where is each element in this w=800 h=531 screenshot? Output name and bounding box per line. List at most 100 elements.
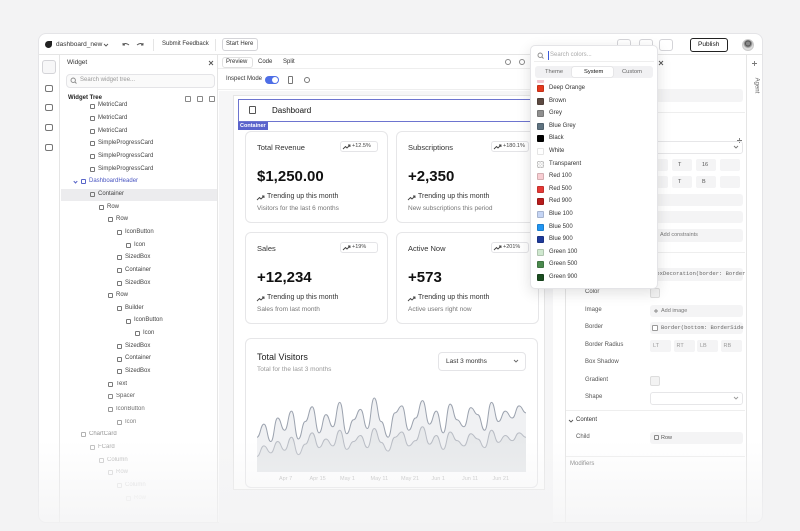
trend-icon-shape [493,144,502,150]
view-tab[interactable]: Split [283,59,295,66]
device-icon[interactable] [288,76,293,84]
card-title: Subscriptions [408,142,454,152]
tree-item[interactable]: Builder [125,304,144,311]
tree-item[interactable]: Container [125,355,152,362]
tree-item[interactable]: SizedBox [125,254,151,261]
card-note: Active users right now [408,306,472,314]
padding-box [672,159,692,171]
tree-item[interactable]: FCard [98,443,115,450]
tree-item[interactable]: SimpleProgressCard [98,165,154,172]
search-icon-shape [537,52,544,59]
metric-card [245,131,388,223]
view-tab[interactable]: Code [258,59,273,66]
project-name[interactable]: dashboard_new [56,41,103,49]
tree-item[interactable]: Row [116,469,129,476]
metric-card [396,232,539,324]
tree-item[interactable]: Text [116,380,128,387]
property-label: Image [585,307,602,314]
trend-icon [256,296,265,302]
search-icon [70,77,77,84]
tree-item[interactable]: SizedBox [125,368,151,375]
tree-search-placeholder: Search widget tree... [80,77,136,84]
toolbar-icon[interactable] [659,39,673,51]
tree-item[interactable]: Container [98,190,125,197]
tree-icon [117,369,122,375]
tree-item[interactable]: Column [107,456,128,463]
agent-label: Agent [753,77,760,94]
view-tool[interactable] [505,59,511,65]
image-field[interactable] [650,305,743,317]
trend-icon [342,245,351,251]
tree-item[interactable]: IconButton [116,406,145,412]
tree-item[interactable]: SizedBox [125,279,151,286]
select-chevron-shape [733,145,739,149]
tree-item[interactable]: Row [116,292,129,299]
publish-button[interactable] [690,38,728,52]
color-name: Green 900 [549,273,578,280]
select-chevron-shape [733,396,739,400]
tree-item[interactable]: Spacer [116,393,136,400]
decoration-value: BoxDecoration(border: Border [653,270,746,278]
settings-icon[interactable] [304,77,310,83]
avatar[interactable] [742,39,754,51]
start-button[interactable] [222,38,258,51]
tree-item[interactable]: Row [134,494,147,501]
tree-item[interactable]: Container [125,266,152,273]
tree-item[interactable]: SizedBox [125,342,151,349]
border-value: Border(bottom: BorderSide [661,323,744,331]
border-field[interactable] [650,322,743,334]
constraints-button[interactable] [650,229,743,242]
text-cursor [548,51,549,60]
tree-search[interactable] [66,74,215,88]
rail-active[interactable] [42,60,56,74]
color-swatch[interactable] [650,288,660,298]
shape-select[interactable] [650,392,743,405]
tree-item[interactable]: Icon [125,418,137,425]
trend-icon-shape [407,296,416,302]
tree-item[interactable]: Row [107,203,120,210]
tree-item[interactable]: DashboardHeader [89,178,139,185]
popup-tab[interactable]: System [584,68,604,75]
tree-item[interactable]: MetricCard [98,127,128,134]
tree-item[interactable]: Row [116,216,129,223]
tree-tool[interactable] [185,96,191,102]
color-name: Red 500 [549,185,572,192]
card-title: Sales [257,243,276,253]
tree-tool[interactable] [209,96,215,102]
divider [153,39,154,51]
popup-tab[interactable]: Custom [622,68,642,75]
color-name: Red 100 [549,173,572,180]
tree-item[interactable]: Icon [143,330,155,337]
range-select[interactable] [438,352,526,371]
submit-feedback[interactable]: Submit Feedback [162,41,209,48]
section-chevron [568,419,574,423]
rail-icon[interactable] [45,85,53,92]
tree-icon [90,445,95,451]
card-note: Sales from last month [257,306,320,314]
card-change: +201% [503,244,521,251]
tree-item[interactable]: SimpleProgressCard [98,140,154,147]
tree-item[interactable]: MetricCard [98,102,128,109]
color-swatch [537,173,544,181]
view-tab[interactable]: Preview [226,59,248,66]
popup-search[interactable] [534,49,654,62]
color-swatch[interactable] [650,376,660,386]
trend-icon-shape [256,296,265,302]
card-note: Visitors for the last 6 months [257,205,339,213]
rail-icon[interactable] [45,144,53,151]
tree-item[interactable]: SimpleProgressCard [98,153,154,159]
tree-item[interactable]: IconButton [125,228,154,235]
tree-item[interactable]: Column [125,481,146,488]
rail-icon[interactable] [45,124,53,131]
tree-tool[interactable] [197,96,203,102]
color-name: Black [549,135,564,142]
tree-item[interactable]: Icon [134,241,146,248]
rail-icon[interactable] [45,104,53,111]
view-tool[interactable] [519,59,525,65]
agent-rail [746,55,763,523]
popup-tab[interactable]: Theme [545,68,564,75]
tree-item[interactable]: MetricCard [98,115,128,122]
trend-icon [407,296,416,302]
tree-item[interactable]: ChartCard [89,431,117,438]
tree-item[interactable]: IconButton [134,317,163,324]
